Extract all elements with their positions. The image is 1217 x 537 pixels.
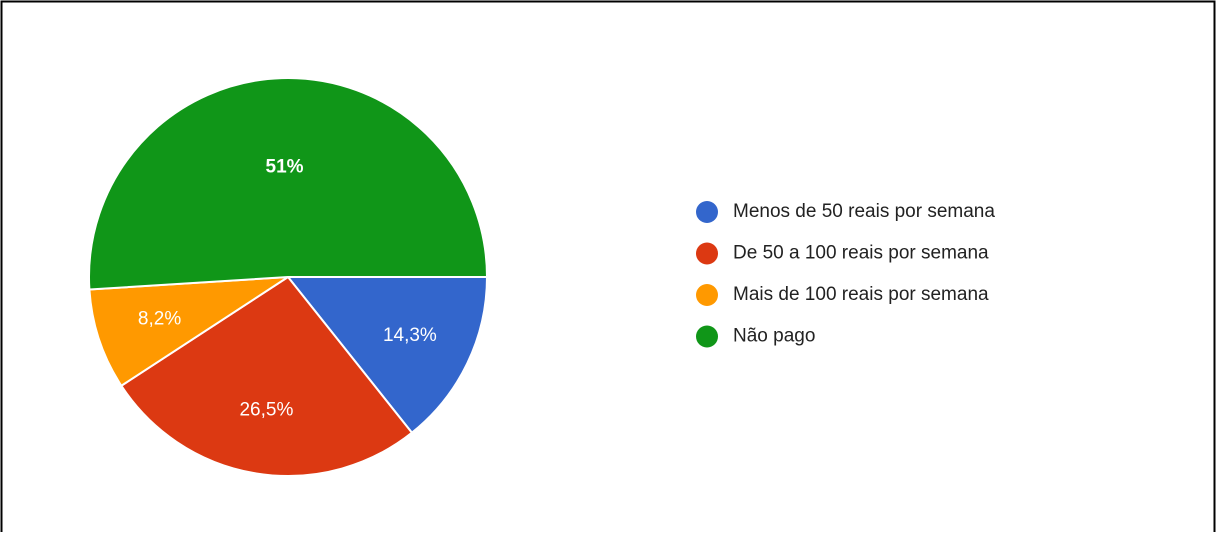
legend-label: Menos de 50 reais por semana [733,201,995,222]
pie-slice [285,276,489,435]
legend-swatch [696,242,718,265]
legend-label: De 50 a 100 reais por semana [733,243,989,264]
legend-swatch [696,284,718,306]
slice-label: 51% [266,157,304,178]
pie-slice [119,275,414,477]
legend-swatch [696,325,718,348]
legend-label: Mais de 100 reais por semana [733,284,989,305]
legend-swatch [696,201,718,223]
pie-slice [88,275,292,388]
slice-label: 8,2% [138,309,181,330]
slice-label: 26,5% [239,400,293,421]
slice-label: 14,3% [383,325,437,346]
legend-label: Não pago [733,326,815,347]
pie-slice [88,77,489,291]
